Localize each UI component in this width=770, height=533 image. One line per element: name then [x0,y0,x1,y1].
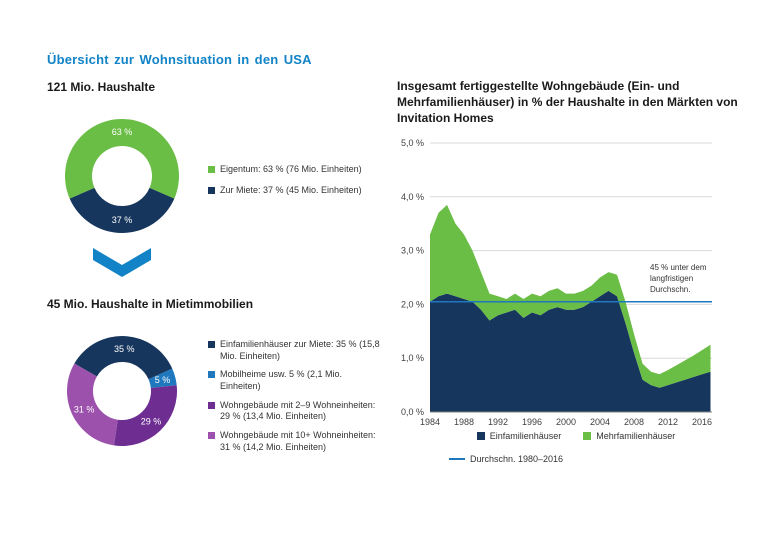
legend-label: Einfamilienhäuser zur Miete: 35 % (15,8 … [220,339,380,361]
rental-donut-legend: Einfamilienhäuser zur Miete: 35 % (15,8 … [208,339,380,461]
x-tick-label: 1988 [454,417,474,427]
legend-label: Zur Miete: 37 % (45 Mio. Einheiten) [220,184,362,195]
legend-swatch-icon [208,432,215,440]
owner-donut-chart: 63 % 37 % [65,118,179,233]
legend-item: Wohngebäude mit 2–9 Wohneinheiten: 29 % … [208,400,380,423]
owner-donut-legend: Eigentum: 63 % (76 Mio. Einheiten) Zur Mi… [208,164,393,205]
legend-swatch-icon [208,341,215,348]
completions-area-chart: 0,0 % 1,0 % 2,0 % 3,0 % 4,0 % 5,0 % 1984 1988 19… [401,138,712,427]
x-tick-label: 2016 [692,417,712,427]
x-tick-label: 2008 [624,417,644,427]
donut-slice [67,363,118,446]
down-chevron-icon [93,248,151,277]
donut-slice-label: 37 % [112,215,133,225]
donut-slice-label: 5 % [155,375,171,385]
donut-slice-label: 35 % [114,344,135,354]
x-tick-label: 1984 [420,417,440,427]
legend-item: Wohngebäude mit 10+ Wohneinheiten: 31 % … [208,430,380,453]
single-family-area-series [430,290,711,412]
series-legend-item: Mehrfamilienhäuser [583,431,675,441]
legend-label: Wohngebäude mit 10+ Wohneinheiten: 31 % … [220,430,376,452]
donut-slice [69,187,175,233]
legend-label: Mobilheime usw. 5 % (2,1 Mio. Einheiten) [220,369,343,392]
average-line-swatch-icon [449,458,465,460]
legend-label: Wohngebäude mit 2–9 Wohneinheiten: 29 % … [220,399,376,422]
rental-donut-title: 45 Mio. Haushalte in Mietimmobilien [47,297,254,311]
rental-donut-chart: 35 % 5 % 29 % 31 % [67,335,178,446]
legend-item: Zur Miete: 37 % (45 Mio. Einheiten) [208,185,393,197]
legend-label: Eigentum: 63 % (76 Mio. Einheiten) [220,164,362,174]
y-tick-label: 3,0 % [401,246,424,256]
average-line-label: Durchschn. 1980–2016 [470,454,564,464]
donut-slice-label: 29 % [141,416,162,426]
legend-item: Mobilheime usw. 5 % (2,1 Mio. Einheiten) [208,369,380,392]
x-tick-label: 1992 [488,417,508,427]
legend-swatch-icon [476,432,485,440]
donut-slice-label: 31 % [74,404,95,414]
area-chart-title: Insgesamt fertiggestellte Wohngebäude (E… [397,79,738,126]
legend-swatch-icon [583,432,592,440]
owner-donut-title: 121 Mio. Haushalte [47,80,156,94]
donut-slice [148,368,177,388]
series-legend-label: Mehrfamilienhäuser [596,431,676,441]
average-annotation: 45 % unter dem langfristigen Durchschn. [650,263,707,295]
donut-slice [74,335,173,380]
y-tick-label: 5,0 % [401,138,424,148]
donut-slice [65,118,179,199]
y-tick-label: 4,0 % [401,192,424,202]
legend-swatch-icon [208,166,215,173]
x-tick-label: 2000 [556,417,576,427]
donut-slice-label: 63 % [112,127,133,137]
page-title: Übersicht zur Wohnsituation in den USA [47,52,312,67]
legend-swatch-icon [208,371,215,379]
legend-swatch-icon [208,401,215,409]
x-tick-label: 1996 [522,417,542,427]
y-tick-label: 1,0 % [401,353,424,363]
legend-swatch-icon [208,186,215,194]
donut-slice [113,385,178,446]
chevron-shape [93,248,151,277]
legend-item: Einfamilienhäuser zur Miete: 35 % (15,8 … [208,339,380,362]
average-line-legend: Durchschn. 1980–2016 [449,454,563,464]
x-tick-label: 2012 [658,417,678,427]
legend-item: Eigentum: 63 % (76 Mio. Einheiten) [208,164,393,176]
series-legend-item: Einfamilienhäuser [476,431,562,441]
x-tick-label: 2004 [590,417,610,427]
series-legend-label: Einfamilienhäuser [489,431,562,441]
area-chart-legend: Einfamilienhäuser Mehrfamilienhäuser [430,431,722,441]
y-tick-label: 0,0 % [401,407,424,417]
multi-family-area-series [430,204,711,388]
y-tick-label: 2,0 % [401,299,424,309]
